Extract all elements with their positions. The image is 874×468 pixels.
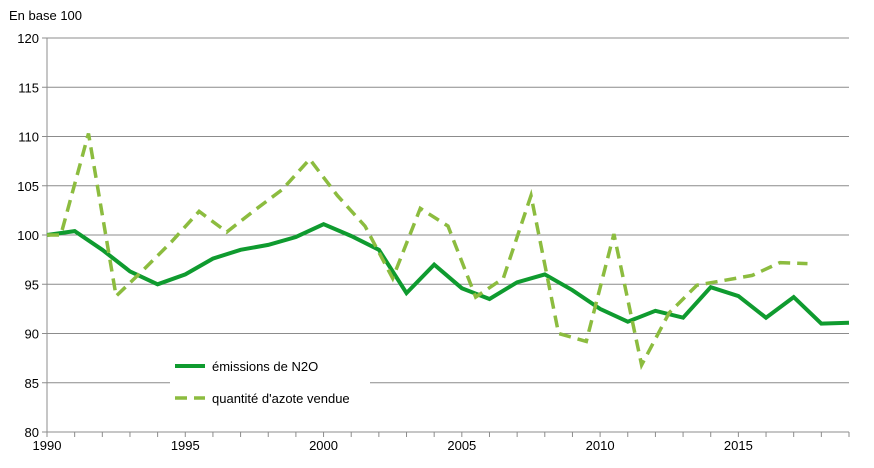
x-tick-label: 2005 bbox=[447, 438, 476, 453]
y-tick-label: 115 bbox=[18, 80, 39, 95]
y-tick-labels: 80 85 90 95 100 105 110 115 120 bbox=[17, 31, 39, 440]
x-tick-label: 1995 bbox=[171, 438, 200, 453]
y-tick-label: 80 bbox=[25, 425, 39, 440]
x-tick-label: 2015 bbox=[724, 438, 753, 453]
y-tick-label: 110 bbox=[18, 130, 39, 145]
legend-background bbox=[170, 346, 370, 416]
gridlines bbox=[42, 37, 849, 433]
axes bbox=[46, 38, 850, 437]
y-tick-label: 85 bbox=[25, 376, 39, 391]
x-tick-label: 2000 bbox=[309, 438, 338, 453]
x-tick-labels: 1990 1995 2000 2005 2010 2015 bbox=[33, 438, 753, 453]
y-tick-label: 95 bbox=[25, 277, 39, 292]
y-tick-label: 100 bbox=[17, 228, 39, 243]
y-tick-label: 90 bbox=[25, 327, 39, 342]
legend-label-azote: quantité d'azote vendue bbox=[212, 391, 350, 406]
series-line-0 bbox=[46, 222, 850, 326]
series-line-1 bbox=[47, 133, 808, 371]
legend: émissions de N2O quantité d'azote vendue bbox=[170, 346, 370, 416]
x-tick-label: 1990 bbox=[33, 438, 62, 453]
y-tick-label: 105 bbox=[17, 179, 39, 194]
y-tick-label: 120 bbox=[17, 31, 39, 46]
y-axis-label: En base 100 bbox=[9, 8, 82, 23]
x-tick-label: 2010 bbox=[586, 438, 615, 453]
legend-label-emissions: émissions de N2O bbox=[212, 359, 318, 374]
series-lines bbox=[46, 133, 850, 371]
